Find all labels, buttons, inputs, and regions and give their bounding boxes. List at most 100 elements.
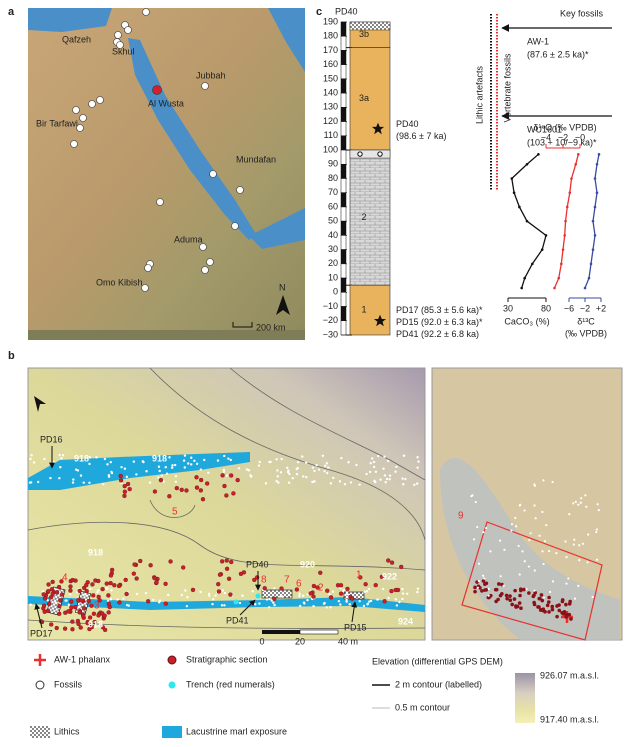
- lithic: [214, 594, 217, 597]
- fossil: [311, 594, 316, 599]
- lithic: [476, 586, 479, 589]
- lithic: [477, 562, 481, 565]
- site: [209, 170, 217, 178]
- lithic: [286, 470, 290, 474]
- fossil: [68, 584, 73, 589]
- fossil: [70, 627, 75, 632]
- lithic: [166, 593, 170, 597]
- fossil: [231, 491, 236, 496]
- fossil: [70, 619, 75, 624]
- lithic: [305, 475, 308, 479]
- lithic: [401, 477, 404, 480]
- lithic: [116, 598, 119, 601]
- fossil: [496, 597, 500, 602]
- section-point: [233, 599, 239, 605]
- key-fossils-title: Key fossils: [560, 8, 604, 18]
- lithic-site: [72, 106, 80, 114]
- lithic: [394, 470, 397, 473]
- lithic: [321, 589, 325, 592]
- fossil: [168, 559, 173, 564]
- site-arrow: [34, 603, 43, 629]
- lithic: [487, 587, 490, 590]
- lithic: [268, 606, 271, 609]
- lithic-site: [156, 198, 164, 206]
- lithic-site: [236, 186, 244, 194]
- place-name: Skhul: [112, 46, 135, 56]
- caco3-point: [518, 205, 521, 209]
- fossil: [127, 486, 132, 492]
- fossil: [81, 606, 87, 611]
- lithic: [288, 472, 291, 476]
- d18o-title: δ¹⁸O (‰ VPDB): [533, 122, 596, 132]
- fossil: [106, 593, 111, 598]
- fossil: [216, 589, 222, 594]
- panel-b: [27, 367, 623, 641]
- fossil: [547, 610, 551, 614]
- lithic: [373, 479, 376, 483]
- lithic: [517, 544, 520, 548]
- legend-section: [168, 681, 176, 689]
- d13c-point: [583, 286, 587, 290]
- lithic: [487, 594, 490, 597]
- legend-label: Lithics: [54, 726, 80, 736]
- lithic: [579, 501, 582, 504]
- fossil: [184, 488, 189, 493]
- scale-segment: [340, 235, 347, 250]
- lithic: [325, 471, 329, 475]
- lithic: [548, 590, 552, 594]
- fossil: [69, 599, 74, 604]
- fossil: [174, 485, 179, 491]
- fossil: [473, 589, 477, 594]
- fossil: [89, 603, 94, 608]
- lithic: [327, 466, 330, 469]
- fossil: [481, 579, 486, 583]
- lithic: [69, 592, 72, 596]
- fossil: [395, 587, 401, 593]
- fossil: [158, 478, 164, 483]
- lithic: [533, 504, 536, 507]
- lithic: [529, 532, 532, 535]
- photo-patch: [440, 458, 620, 640]
- contour: [27, 619, 426, 629]
- caco3-point: [525, 162, 529, 166]
- legend: [30, 654, 535, 738]
- lithic: [125, 475, 129, 479]
- fossil: [148, 563, 153, 568]
- lithic: [36, 480, 40, 484]
- fossil: [73, 605, 78, 610]
- fossil: [518, 593, 522, 598]
- lithic: [220, 604, 224, 607]
- lithic: [345, 600, 348, 603]
- scale-bar: [262, 630, 300, 634]
- d13c-tick-label: −2: [580, 303, 590, 313]
- depth-tick-label: 50: [328, 216, 338, 226]
- hatch: [349, 21, 391, 31]
- lithic: [349, 481, 353, 484]
- lithic: [398, 600, 401, 604]
- section-name: PD40: [335, 6, 358, 16]
- d18o-tick-label: −4: [541, 132, 551, 142]
- lithic: [542, 562, 545, 566]
- place-name: Bir Tarfawi: [36, 118, 78, 128]
- lithic: [186, 462, 190, 465]
- lithic-site: [70, 140, 78, 148]
- lithic: [258, 460, 261, 464]
- lithic: [482, 531, 485, 534]
- fossil: [567, 612, 572, 617]
- lithic: [379, 478, 382, 481]
- lithic: [279, 471, 283, 474]
- fossil: [102, 613, 107, 618]
- depth-tick-label: 10: [328, 272, 338, 282]
- d18o-point: [570, 177, 573, 180]
- fossil: [46, 601, 52, 607]
- scale-bar: [299, 629, 339, 635]
- legend-fossil: [167, 655, 177, 665]
- lithic: [222, 468, 226, 472]
- lithic: [110, 471, 114, 475]
- trench-number: 5: [172, 507, 178, 518]
- scale-segment: [340, 21, 347, 37]
- lithic: [275, 458, 278, 461]
- lithic: [365, 590, 369, 593]
- d13c-point: [595, 162, 599, 166]
- lithic: [212, 597, 215, 601]
